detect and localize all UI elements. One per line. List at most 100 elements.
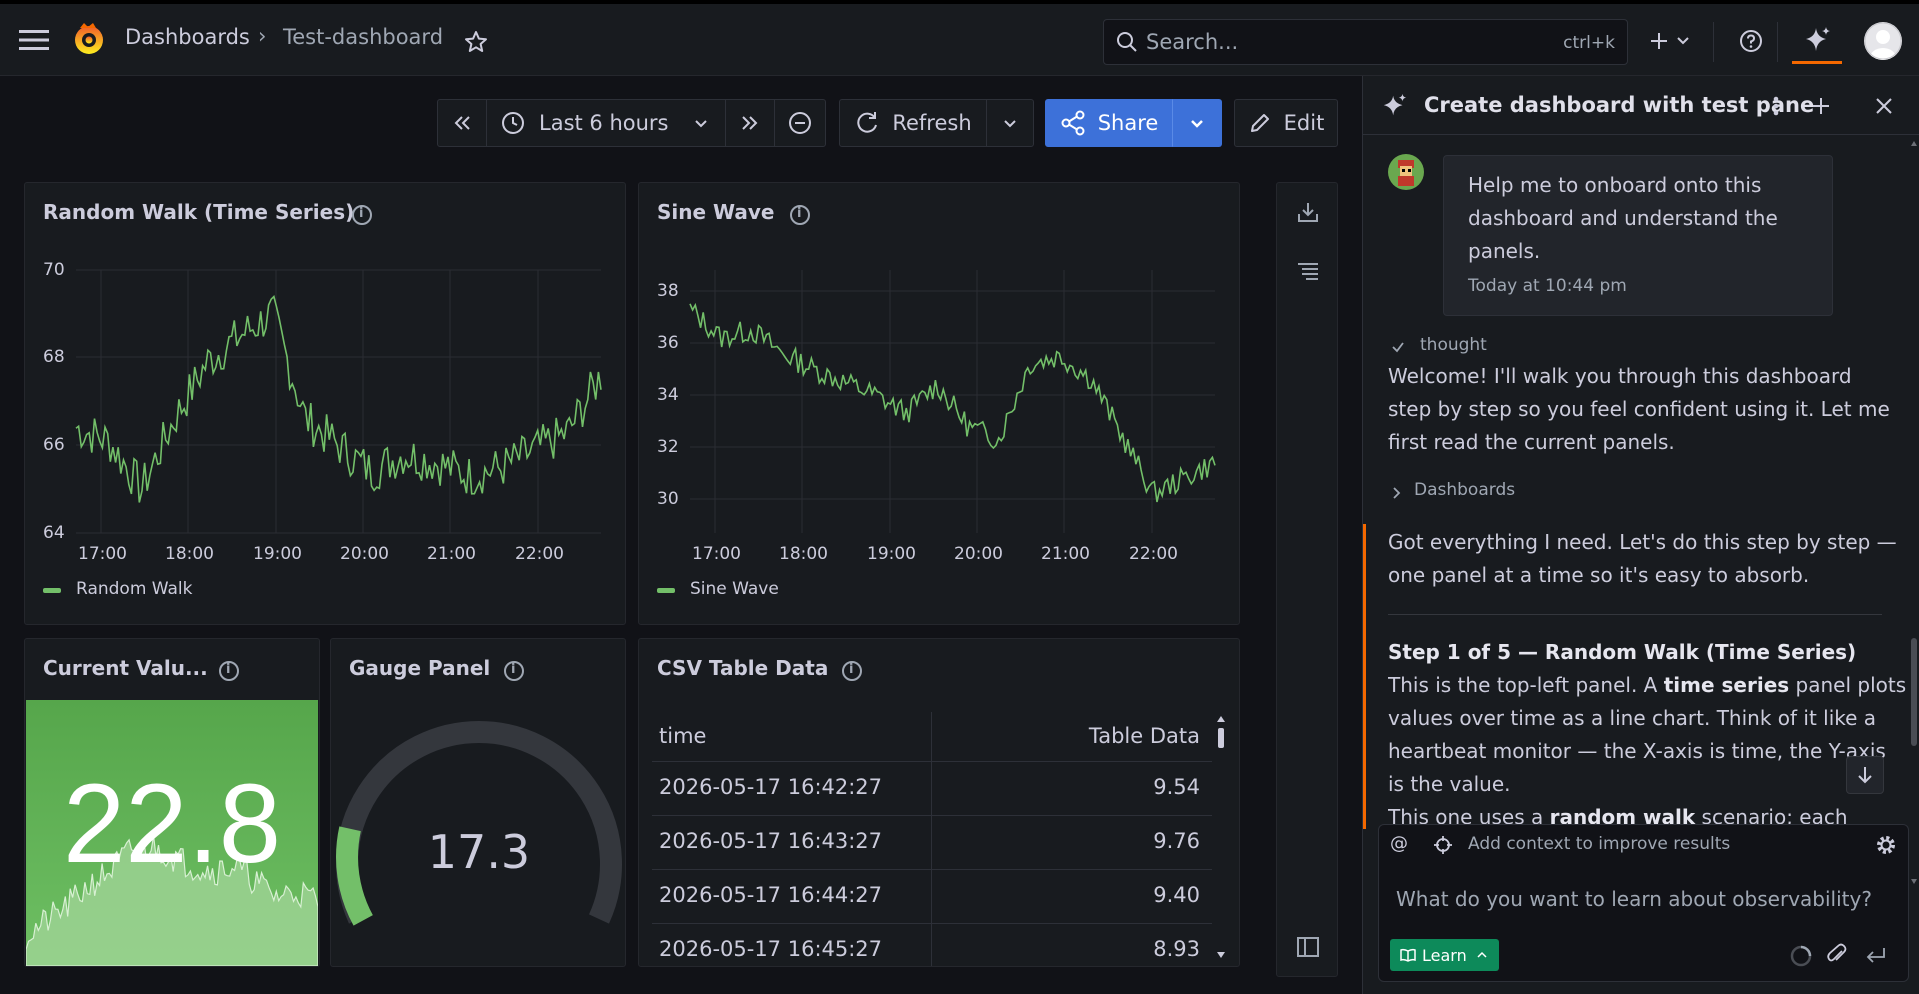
x-tick-label: 21:00 bbox=[427, 544, 476, 564]
table-row[interactable]: 2026-05-17 16:44:27 9.40 bbox=[652, 870, 1212, 924]
info-icon[interactable] bbox=[790, 205, 810, 225]
sidebar-dock-icon[interactable] bbox=[1296, 935, 1320, 959]
legend-label[interactable]: Sine Wave bbox=[690, 579, 779, 599]
cell-value: 9.54 bbox=[1153, 775, 1200, 799]
assistant-message-welcome: Welcome! I'll walk you through this dash… bbox=[1388, 364, 1890, 454]
thought-toggle[interactable]: thought bbox=[1420, 335, 1487, 355]
x-tick-label: 19:00 bbox=[867, 544, 916, 564]
mention-icon[interactable]: @ bbox=[1390, 833, 1408, 854]
chevron-right-icon[interactable] bbox=[1391, 486, 1403, 500]
assistant-message-ready: Got everything I need. Let's do this ste… bbox=[1388, 530, 1897, 587]
send-icon[interactable] bbox=[1865, 946, 1887, 966]
loading-spinner-icon bbox=[1789, 944, 1813, 968]
scroll-to-bottom-button[interactable] bbox=[1846, 756, 1884, 794]
share-dropdown-button[interactable] bbox=[1172, 99, 1222, 147]
table-scrollbar[interactable] bbox=[1214, 712, 1228, 966]
divider bbox=[1713, 22, 1714, 62]
time-back-button[interactable] bbox=[437, 99, 487, 147]
user-message-time: Today at 10:44 pm bbox=[1468, 276, 1627, 296]
info-icon[interactable] bbox=[842, 661, 862, 681]
stat-value: 22.8 bbox=[63, 761, 281, 886]
chevron-down-icon bbox=[1191, 120, 1203, 128]
panel-title: Current Valu... bbox=[43, 656, 208, 680]
new-dropdown-button[interactable] bbox=[1646, 26, 1698, 56]
attachment-icon[interactable] bbox=[1826, 943, 1848, 967]
cell-value: 9.76 bbox=[1153, 829, 1200, 853]
breadcrumb-dashboards[interactable]: Dashboards bbox=[125, 25, 250, 49]
y-tick-label: 30 bbox=[657, 489, 679, 509]
pencil-icon bbox=[1250, 114, 1269, 132]
x-tick-label: 17:00 bbox=[78, 544, 127, 564]
x-tick-label: 17:00 bbox=[692, 544, 741, 564]
edit-button[interactable]: Edit bbox=[1234, 99, 1338, 147]
random-walk-chart bbox=[75, 269, 602, 534]
search-placeholder: Search... bbox=[1146, 30, 1239, 54]
assistant-conversation-title[interactable]: Create dashboard with test pane bbox=[1424, 93, 1815, 117]
divider bbox=[1388, 614, 1882, 615]
download-icon[interactable] bbox=[1296, 200, 1320, 224]
x-tick-label: 20:00 bbox=[340, 544, 389, 564]
column-header-table-data[interactable]: Table Data bbox=[1088, 724, 1200, 748]
panel-gauge[interactable]: Gauge Panel 17.3 bbox=[330, 638, 626, 967]
table-row[interactable]: 2026-05-17 16:42:27 9.54 bbox=[652, 762, 1212, 816]
stat-sparkline bbox=[26, 835, 318, 966]
chart-grid bbox=[76, 269, 601, 534]
panel-current-value[interactable]: Current Valu... 22.8 bbox=[24, 638, 320, 967]
learn-label: Learn bbox=[1422, 945, 1467, 965]
chevron-up-icon bbox=[1477, 951, 1487, 958]
zoom-out-icon bbox=[789, 112, 811, 134]
avatar[interactable] bbox=[1864, 22, 1902, 60]
y-tick-label: 38 bbox=[657, 281, 679, 301]
refresh-icon bbox=[857, 112, 878, 133]
panel-random-walk[interactable]: Random Walk (Time Series) 70 68 66 64 17… bbox=[24, 182, 626, 625]
tool-call-dashboards[interactable]: Dashboards bbox=[1414, 480, 1516, 500]
new-chat-icon[interactable] bbox=[1809, 94, 1833, 118]
time-range-label: Last 6 hours bbox=[539, 111, 669, 135]
time-forward-button[interactable] bbox=[725, 99, 775, 147]
random-walk-series-line bbox=[75, 294, 602, 503]
check-icon bbox=[1391, 340, 1405, 354]
assistant-scrollbar[interactable] bbox=[1910, 136, 1918, 891]
divider bbox=[1363, 134, 1919, 135]
more-options-icon[interactable] bbox=[1772, 94, 1780, 118]
chevron-down-icon bbox=[1004, 120, 1016, 128]
refresh-button[interactable]: Refresh bbox=[839, 99, 987, 147]
star-icon[interactable] bbox=[464, 30, 488, 54]
refresh-interval-dropdown[interactable] bbox=[986, 99, 1034, 147]
gear-icon[interactable] bbox=[1875, 834, 1897, 856]
search-shortcut: ctrl+k bbox=[1563, 33, 1615, 53]
learn-mode-button[interactable]: Learn bbox=[1390, 939, 1499, 971]
context-placeholder[interactable]: Add context to improve results bbox=[1468, 834, 1731, 854]
grafana-logo-icon[interactable] bbox=[72, 21, 106, 57]
info-icon[interactable] bbox=[352, 205, 372, 225]
search-input[interactable]: Search... ctrl+k bbox=[1103, 19, 1628, 65]
outline-list-icon[interactable] bbox=[1296, 259, 1320, 283]
chat-input-box[interactable]: @ Add context to improve results What do… bbox=[1378, 824, 1909, 982]
table-row[interactable]: 2026-05-17 16:45:27 8.93 bbox=[652, 924, 1212, 966]
cell-time: 2026-05-17 16:45:27 bbox=[659, 937, 883, 961]
help-icon[interactable] bbox=[1739, 29, 1763, 53]
cell-time: 2026-05-17 16:42:27 bbox=[659, 775, 883, 799]
column-header-time[interactable]: time bbox=[659, 724, 707, 748]
crosshair-icon[interactable] bbox=[1434, 836, 1452, 854]
zoom-out-button[interactable] bbox=[774, 99, 826, 147]
table-row[interactable]: 2026-05-17 16:43:27 9.76 bbox=[652, 816, 1212, 870]
info-icon[interactable] bbox=[504, 661, 524, 681]
panel-csv-table[interactable]: CSV Table Data time Table Data 2026-05-1… bbox=[638, 638, 1240, 967]
breadcrumb-separator: › bbox=[258, 24, 267, 48]
assistant-toggle-button[interactable] bbox=[1792, 18, 1842, 64]
close-icon[interactable] bbox=[1874, 96, 1894, 116]
y-tick-label: 66 bbox=[43, 435, 65, 455]
user-avatar bbox=[1388, 154, 1424, 190]
cell-time: 2026-05-17 16:44:27 bbox=[659, 883, 883, 907]
time-range-picker[interactable]: Last 6 hours bbox=[486, 99, 726, 147]
chat-input[interactable]: What do you want to learn about observab… bbox=[1396, 887, 1872, 911]
share-button[interactable]: Share bbox=[1045, 99, 1173, 147]
info-icon[interactable] bbox=[219, 661, 239, 681]
menu-icon[interactable] bbox=[18, 26, 50, 54]
panel-sine-wave[interactable]: Sine Wave 38 36 34 32 30 17:00 18:00 19:… bbox=[638, 182, 1240, 625]
panel-title: Sine Wave bbox=[657, 200, 775, 224]
clock-icon bbox=[502, 112, 524, 134]
legend-label[interactable]: Random Walk bbox=[76, 579, 193, 599]
panel-title: Random Walk (Time Series) bbox=[43, 200, 355, 224]
